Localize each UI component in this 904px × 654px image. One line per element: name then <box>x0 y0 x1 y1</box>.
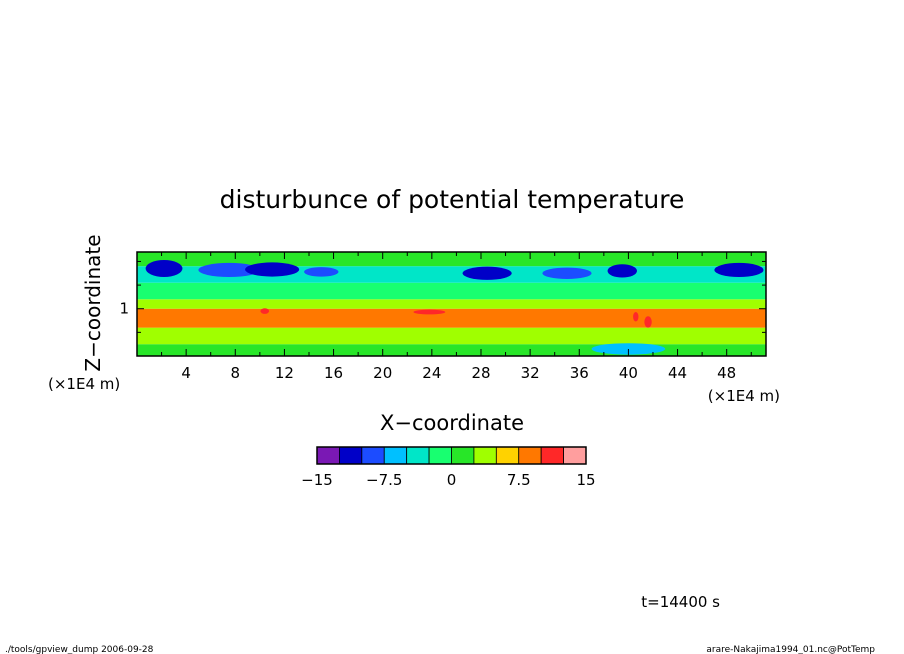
colorbar-swatch <box>361 446 385 465</box>
colorbar-tick-label: 7.5 <box>507 471 531 489</box>
colorbar-swatch <box>518 446 542 465</box>
colorbar-swatch <box>495 446 520 465</box>
x-tick-label: 24 <box>422 364 441 382</box>
x-tick-label: 32 <box>521 364 540 382</box>
colorbar-swatch <box>473 446 497 465</box>
field-feature-10 <box>633 312 639 322</box>
footer-right: arare-Nakajima1994_01.nc@PotTemp <box>706 645 875 654</box>
x-tick-label: 16 <box>324 364 343 382</box>
time-annotation: t=14400 s <box>641 593 720 611</box>
field-feature-7 <box>714 262 764 278</box>
colorbar-swatch <box>563 446 587 465</box>
field-feature-6 <box>607 264 638 278</box>
colorbar-frame <box>316 446 587 465</box>
colorbar-tick-label: −15 <box>301 471 333 489</box>
field-feature-8 <box>260 308 270 314</box>
field-feature-0 <box>145 260 183 278</box>
x-tick-label: 4 <box>181 364 191 382</box>
colorbar-swatch <box>428 446 452 465</box>
field-feature-11 <box>644 316 652 328</box>
x-tick-label: 36 <box>570 364 589 382</box>
x-tick-label: 28 <box>471 364 490 382</box>
field-band-4 <box>137 282 766 300</box>
footer-left: ./tools/gpview_dump 2006-09-28 <box>5 645 154 654</box>
colorbar-tick-label: 15 <box>576 471 595 489</box>
x-axis-label: X−coordinate <box>380 411 524 435</box>
field-feature-2 <box>245 262 300 277</box>
field-feature-1 <box>198 262 260 278</box>
x-axis-ticks: 4 8 12 16 20 24 28 32 36 40 44 48 <box>161 252 752 382</box>
field-band-3 <box>137 299 766 309</box>
colorbar-tick-label: −7.5 <box>366 471 402 489</box>
x-tick-label: 8 <box>231 364 241 382</box>
field-feature-12 <box>591 343 666 355</box>
x-tick-label: 40 <box>619 364 638 382</box>
field-feature-9 <box>413 309 446 315</box>
colorbar-tick-label: 0 <box>447 471 457 489</box>
x-tick-label: 44 <box>668 364 687 382</box>
y-axis-label: Z−coordinate <box>81 234 105 371</box>
colorbar-swatch <box>540 446 564 465</box>
colorbar-swatch <box>383 446 408 465</box>
plot-area <box>136 251 767 357</box>
field-feature-3 <box>304 267 339 277</box>
x-axis-unit: (×1E4 m) <box>708 387 780 405</box>
field-band-0 <box>137 344 766 356</box>
field-band-2 <box>137 308 766 328</box>
field-band-6 <box>137 252 766 267</box>
plot-frame <box>136 251 767 357</box>
colorbar-swatch <box>339 446 363 465</box>
x-tick-label: 12 <box>275 364 294 382</box>
x-tick-label: 48 <box>717 364 736 382</box>
field-feature-4 <box>462 266 512 280</box>
y-axis-ticks: 1 <box>119 260 766 333</box>
field-feature-5 <box>542 267 592 279</box>
colorbar-swatch <box>451 446 475 465</box>
x-tick-label: 20 <box>373 364 392 382</box>
colorbar: −15 −7.5 0 7.5 15 <box>301 446 596 489</box>
chart-title: disturbunce of potential temperature <box>220 185 685 214</box>
field-band-1 <box>137 327 766 345</box>
y-axis-unit: (×1E4 m) <box>48 375 120 393</box>
colorbar-swatch <box>406 446 430 465</box>
colorbar-swatch <box>316 446 340 465</box>
y-tick-label: 1 <box>119 300 129 318</box>
